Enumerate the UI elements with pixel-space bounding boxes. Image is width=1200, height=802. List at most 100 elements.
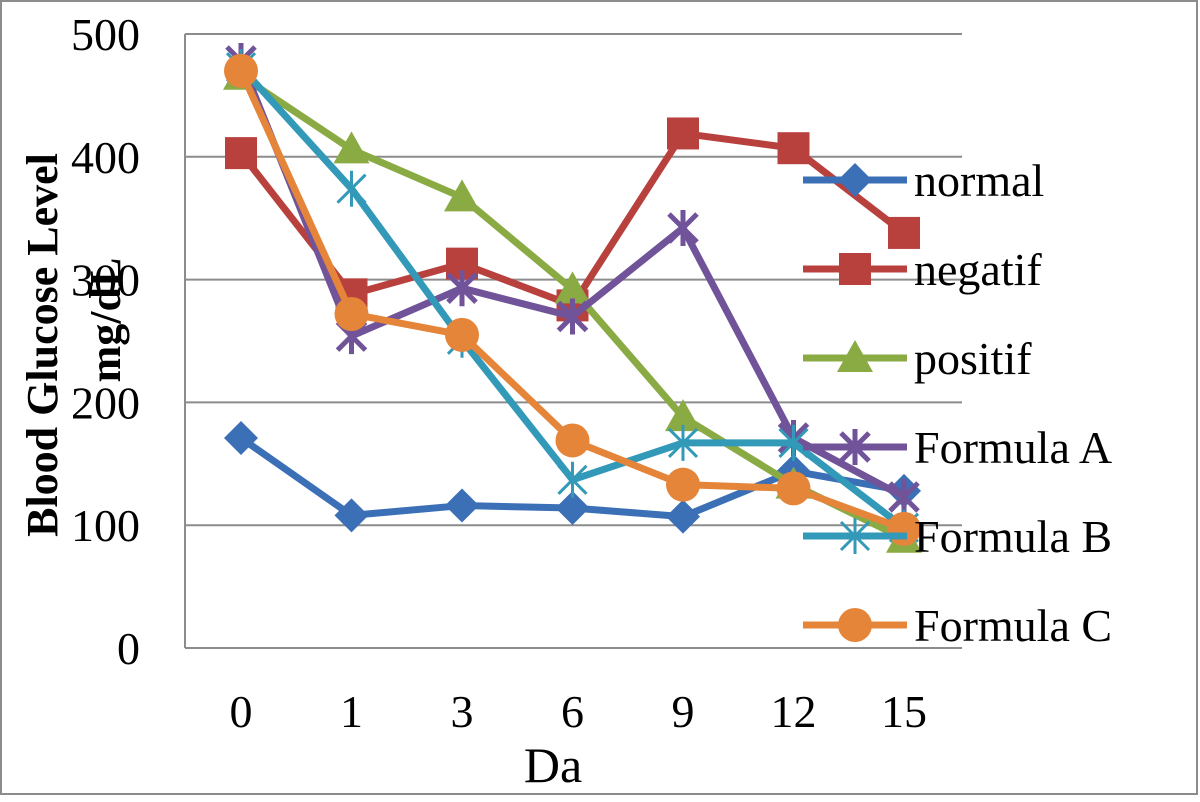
star-marker-shape bbox=[556, 298, 589, 335]
data-point-positif bbox=[444, 179, 480, 212]
data-point-formula-b bbox=[667, 424, 699, 461]
legend-label-negatif: negatif bbox=[914, 244, 1042, 295]
data-point-formula-a bbox=[556, 298, 589, 335]
data-point-positif bbox=[665, 399, 701, 432]
data-point-formula-c bbox=[666, 467, 700, 502]
y-tick-label: 500 bbox=[71, 9, 140, 60]
circle-marker-shape bbox=[555, 423, 590, 458]
star-marker-shape bbox=[667, 210, 699, 247]
y-tick-label: 400 bbox=[71, 132, 140, 183]
square-marker-shape bbox=[839, 253, 871, 285]
square-marker-shape bbox=[777, 132, 810, 165]
data-point-formula-a bbox=[667, 210, 699, 247]
x-axis-ticks: 0 1 3 6 9 12 15 bbox=[230, 686, 928, 737]
triangle-marker-shape bbox=[665, 399, 701, 432]
diamond-marker-shape bbox=[666, 499, 700, 534]
star-marker-shape bbox=[888, 478, 920, 515]
legend-label-normal: normal bbox=[914, 155, 1044, 206]
triangle-marker-shape bbox=[444, 179, 480, 212]
legend-item-formula-c: Formula C bbox=[803, 600, 1112, 651]
diamond-marker-shape bbox=[445, 488, 479, 523]
x-tick-label: 1 bbox=[340, 686, 363, 737]
data-point-formula-b bbox=[557, 461, 588, 498]
data-point-formula-b bbox=[778, 424, 809, 461]
data-point-formula-c bbox=[555, 423, 590, 458]
diamond-marker-shape bbox=[224, 421, 258, 456]
data-point-negatif bbox=[225, 137, 257, 170]
data-point-negatif bbox=[777, 132, 810, 165]
legend-item-negatif: negatif bbox=[803, 244, 1042, 295]
data-point-positif bbox=[554, 271, 591, 304]
legend: normal negatif positif Formula A Formula B Fo… bbox=[803, 155, 1112, 651]
circle-marker-shape bbox=[334, 296, 369, 331]
y-tick-label: 300 bbox=[71, 255, 140, 306]
circle-marker-shape bbox=[224, 53, 258, 88]
asterisk-marker-shape bbox=[557, 461, 588, 498]
legend-label-formula-c: Formula C bbox=[914, 600, 1112, 651]
square-marker-shape bbox=[667, 117, 699, 150]
legend-marker-formula-a bbox=[839, 429, 871, 465]
legend-label-formula-b: Formula B bbox=[914, 511, 1112, 562]
data-point-formula-c bbox=[334, 296, 369, 331]
data-point-normal bbox=[445, 488, 479, 523]
legend-marker-negatif bbox=[839, 253, 871, 285]
square-marker-shape bbox=[225, 137, 257, 170]
x-tick-label: 6 bbox=[561, 686, 584, 737]
triangle-marker-shape bbox=[333, 131, 370, 164]
y-axis-unit: mg/dL bbox=[81, 258, 130, 383]
circle-marker-shape bbox=[666, 467, 700, 502]
gridlines bbox=[184, 33, 962, 649]
legend-label-formula-a: Formula A bbox=[914, 422, 1112, 473]
legend-label-positif: positif bbox=[914, 333, 1032, 384]
legend-marker-normal bbox=[838, 163, 872, 197]
y-axis-title: Blood Glucose Level bbox=[18, 153, 67, 537]
y-tick-label: 0 bbox=[117, 623, 140, 674]
data-point-formula-a bbox=[446, 270, 478, 307]
triangle-marker-shape bbox=[554, 271, 591, 304]
diamond-marker-shape bbox=[838, 163, 872, 197]
star-marker-shape bbox=[839, 429, 871, 465]
legend-marker-positif bbox=[837, 340, 873, 372]
legend-item-formula-b: Formula B bbox=[803, 511, 1112, 562]
legend-marker-formula-b bbox=[839, 518, 871, 554]
diamond-marker-shape bbox=[334, 498, 369, 533]
legend-item-formula-a: Formula A bbox=[803, 422, 1112, 473]
legend-item-positif: positif bbox=[803, 333, 1032, 384]
data-point-normal bbox=[555, 491, 590, 526]
asterisk-marker-shape bbox=[336, 170, 367, 207]
asterisk-marker-shape bbox=[839, 518, 871, 554]
circle-marker-shape bbox=[838, 608, 872, 642]
y-axis-ticks: 0 100 200 300 400 500 bbox=[71, 9, 140, 674]
data-point-formula-c bbox=[224, 53, 258, 88]
data-point-negatif bbox=[667, 117, 699, 150]
circle-marker-shape bbox=[445, 317, 479, 352]
x-tick-label: 9 bbox=[672, 686, 695, 737]
y-tick-label: 200 bbox=[71, 377, 140, 428]
legend-item-normal: normal bbox=[803, 155, 1044, 206]
y-tick-label: 100 bbox=[71, 500, 140, 551]
x-tick-label: 3 bbox=[451, 686, 474, 737]
square-marker-shape bbox=[888, 216, 920, 249]
x-tick-label: 0 bbox=[230, 686, 253, 737]
x-axis-title: Da bbox=[524, 737, 582, 793]
data-point-normal bbox=[224, 421, 258, 456]
data-point-negatif bbox=[888, 216, 920, 249]
data-point-positif bbox=[333, 131, 370, 164]
circle-marker-shape bbox=[776, 471, 811, 506]
series-formula-c bbox=[224, 53, 921, 546]
asterisk-marker-shape bbox=[667, 424, 699, 461]
triangle-marker-shape bbox=[837, 340, 873, 372]
x-tick-label: 12 bbox=[771, 686, 817, 737]
data-point-formula-a bbox=[888, 478, 920, 515]
data-point-normal bbox=[666, 499, 700, 534]
legend-marker-formula-c bbox=[838, 608, 872, 642]
diamond-marker-shape bbox=[555, 491, 590, 526]
data-point-normal bbox=[334, 498, 369, 533]
data-point-formula-c bbox=[445, 317, 479, 352]
data-point-formula-c bbox=[776, 471, 811, 506]
data-point-formula-b bbox=[336, 170, 367, 207]
asterisk-marker-shape bbox=[778, 424, 809, 461]
